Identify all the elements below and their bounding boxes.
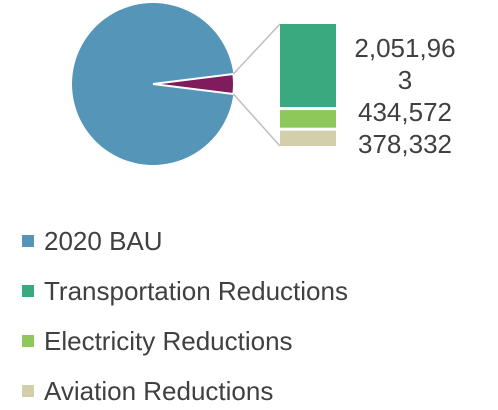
legend-label: Aviation Reductions: [44, 375, 274, 406]
legend: 2020 BAU Transportation Reductions Electri…: [22, 222, 348, 410]
bar-segment: [280, 110, 336, 128]
legend-swatch: [22, 385, 34, 397]
data-label: 2,051,963: [354, 33, 456, 95]
legend-swatch: [22, 235, 34, 247]
legend-item: Electricity Reductions: [22, 322, 348, 360]
data-label: 434,572: [358, 97, 452, 127]
legend-label: Electricity Reductions: [44, 325, 293, 356]
legend-swatch: [22, 285, 34, 297]
data-labels: 2,051,963 434,572 378,332: [352, 32, 458, 160]
legend-item: Transportation Reductions: [22, 272, 348, 310]
plot: [72, 2, 336, 166]
legend-item: Aviation Reductions: [22, 372, 348, 410]
legend-item: 2020 BAU: [22, 222, 348, 260]
pie-slice: [72, 2, 234, 166]
legend-swatch: [22, 335, 34, 347]
bar-segment: [280, 130, 336, 146]
connector: [232, 93, 281, 147]
legend-label: Transportation Reductions: [44, 275, 348, 306]
data-label: 378,332: [358, 129, 452, 159]
bar-segment: [280, 24, 336, 108]
pie-slice-other: [152, 72, 235, 96]
connector: [232, 23, 281, 75]
legend-label: 2020 BAU: [44, 225, 163, 256]
